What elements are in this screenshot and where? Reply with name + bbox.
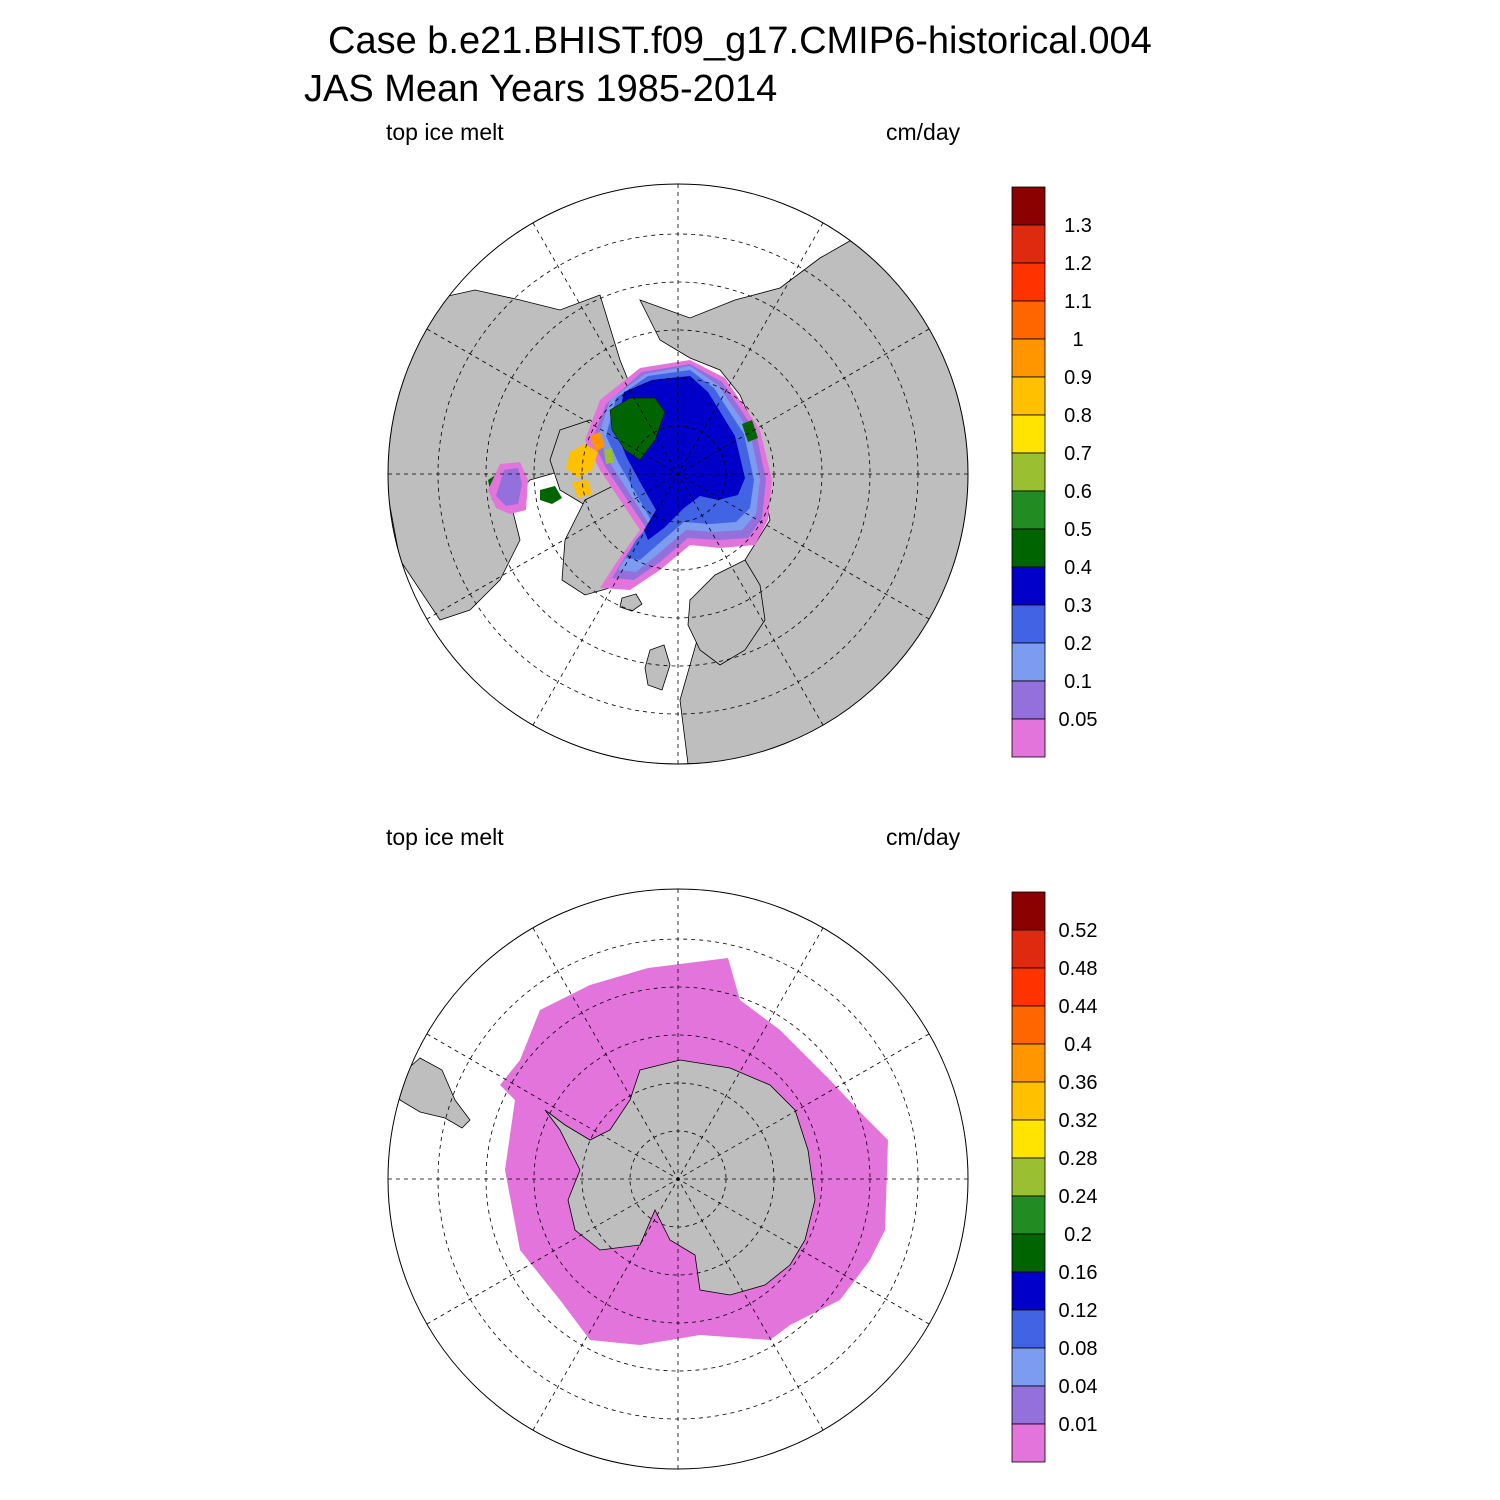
north-colorbar-box-11 — [1011, 300, 1046, 340]
north-colorbar-label-6: 0.6 — [1064, 481, 1092, 503]
north-colorbar-box-8 — [1011, 414, 1046, 454]
south-colorbar-label-5: 0.2 — [1064, 1224, 1092, 1246]
south-colorbar-label-12: 0.48 — [1059, 958, 1098, 980]
north-colorbar-box-13 — [1011, 224, 1046, 264]
south-colorbar-box-10 — [1011, 1043, 1046, 1083]
north-colorbar-box-6 — [1011, 490, 1046, 530]
north-colorbar-label-3: 0.3 — [1064, 595, 1092, 617]
south-graticule — [388, 889, 968, 1469]
south-colorbar-box-5 — [1011, 1233, 1046, 1273]
south-colorbar-box-14 — [1011, 891, 1046, 931]
south-panel-variable-label: top ice melt — [386, 824, 504, 850]
south-colorbar: 0.01 0.04 0.08 0.12 0.16 0.2 0.24 0.28 0.32 0.36 0… — [1011, 891, 1098, 1463]
north-panel-units-label: cm/day — [886, 119, 961, 145]
south-colorbar-label-3: 0.12 — [1059, 1300, 1098, 1322]
antarctica-land — [544, 1059, 816, 1296]
south-colorbar-box-3 — [1011, 1309, 1046, 1349]
south-colorbar-box-8 — [1011, 1119, 1046, 1159]
south-colorbar-label-9: 0.36 — [1059, 1072, 1098, 1094]
south-colorbar-label-10: 0.4 — [1064, 1034, 1092, 1056]
north-colorbar-label-13: 1.3 — [1064, 215, 1092, 237]
south-colorbar-label-11: 0.44 — [1059, 996, 1098, 1018]
south-colorbar-label-2: 0.08 — [1059, 1338, 1098, 1360]
north-colorbar-box-1 — [1011, 680, 1046, 720]
north-polar-map — [387, 183, 969, 765]
north-colorbar: 0.05 0.1 0.2 0.3 0.4 0.5 0.6 0.7 0.8 0.9 1 1.1 1.2 1.… — [1011, 186, 1098, 758]
north-colorbar-label-7: 0.7 — [1064, 443, 1092, 465]
north-colorbar-label-12: 1.2 — [1064, 253, 1092, 275]
south-colorbar-label-7: 0.28 — [1059, 1148, 1098, 1170]
south-colorbar-box-11 — [1011, 1005, 1046, 1045]
north-colorbar-label-4: 0.4 — [1064, 557, 1092, 579]
iceland-land — [619, 593, 643, 612]
north-colorbar-box-10 — [1011, 338, 1046, 378]
figure-title: Case b.e21.BHIST.f09_g17.CMIP6-historica… — [328, 20, 1152, 62]
north-colorbar-box-2 — [1011, 642, 1046, 682]
south-colorbar-box-0 — [1011, 1423, 1046, 1463]
south-colorbar-label-0: 0.01 — [1059, 1414, 1098, 1436]
south-colorbar-box-2 — [1011, 1347, 1046, 1387]
north-graticule — [388, 184, 968, 764]
south-america-land — [394, 1057, 471, 1129]
north-colorbar-label-5: 0.5 — [1064, 519, 1092, 541]
north-colorbar-label-9: 0.9 — [1064, 367, 1092, 389]
south-colorbar-label-8: 0.32 — [1059, 1110, 1098, 1132]
south-colorbar-box-7 — [1011, 1157, 1046, 1197]
figure-subtitle: JAS Mean Years 1985-2014 — [304, 68, 778, 110]
north-colorbar-label-0: 0.05 — [1059, 709, 1098, 731]
south-polar-map — [387, 888, 969, 1470]
north-colorbar-label-10: 1 — [1072, 329, 1083, 351]
north-panel-variable-label: top ice melt — [386, 119, 504, 145]
south-colorbar-box-1 — [1011, 1385, 1046, 1425]
north-colorbar-box-9 — [1011, 376, 1046, 416]
south-colorbar-box-6 — [1011, 1195, 1046, 1235]
south-colorbar-box-9 — [1011, 1081, 1046, 1121]
uk-land — [644, 644, 671, 691]
north-colorbar-box-12 — [1011, 262, 1046, 302]
north-colorbar-label-11: 1.1 — [1064, 291, 1092, 313]
north-colorbar-box-7 — [1011, 452, 1046, 492]
north-colorbar-box-3 — [1011, 604, 1046, 644]
south-colorbar-label-4: 0.16 — [1059, 1262, 1098, 1284]
south-colorbar-box-4 — [1011, 1271, 1046, 1311]
north-colorbar-box-4 — [1011, 566, 1046, 606]
south-colorbar-label-13: 0.52 — [1059, 920, 1098, 942]
north-colorbar-box-14 — [1011, 186, 1046, 226]
north-colorbar-label-1: 0.1 — [1064, 671, 1092, 693]
north-colorbar-label-2: 0.2 — [1064, 633, 1092, 655]
south-colorbar-label-1: 0.04 — [1059, 1376, 1098, 1398]
south-colorbar-box-13 — [1011, 929, 1046, 969]
scandinavia-land — [687, 559, 766, 666]
south-colorbar-box-12 — [1011, 967, 1046, 1007]
north-colorbar-label-8: 0.8 — [1064, 405, 1092, 427]
south-colorbar-label-6: 0.24 — [1059, 1186, 1098, 1208]
north-colorbar-box-0 — [1011, 718, 1046, 758]
north-colorbar-box-5 — [1011, 528, 1046, 568]
south-panel-units-label: cm/day — [886, 824, 961, 850]
